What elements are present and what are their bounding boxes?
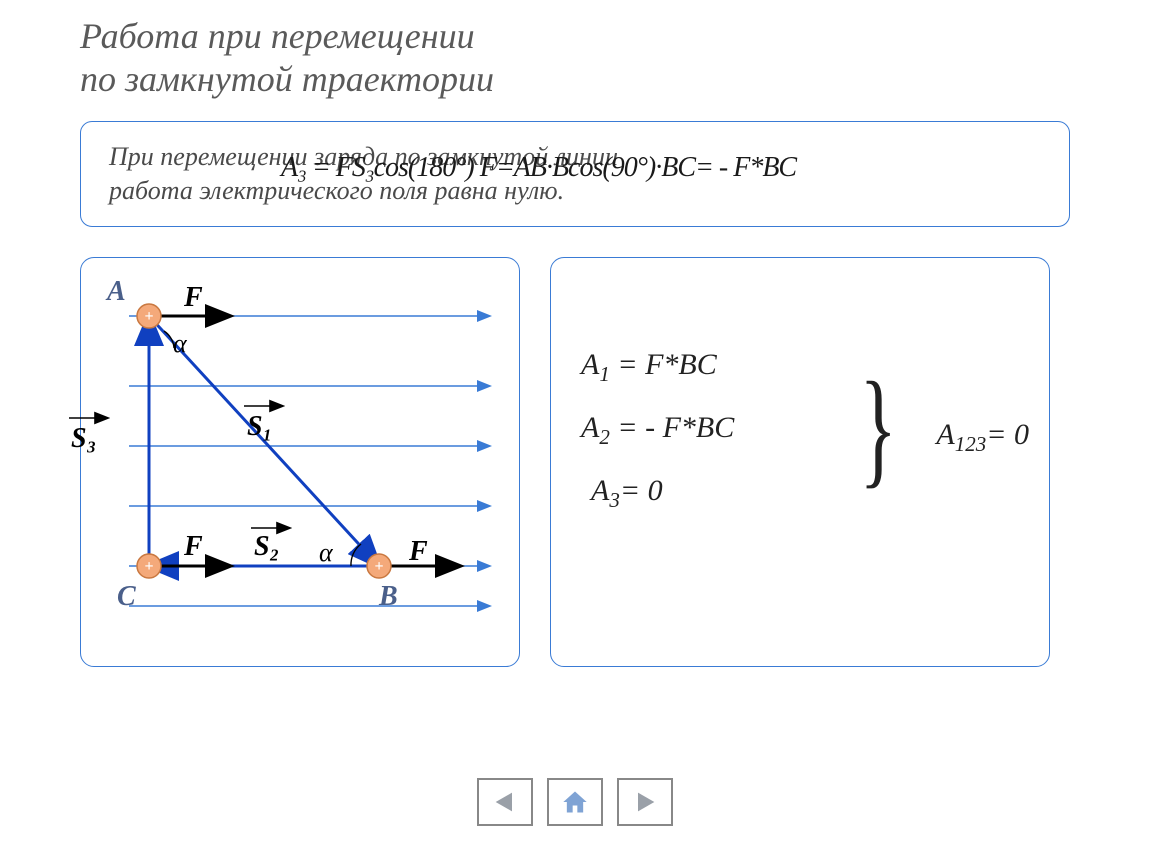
brace-icon: } xyxy=(859,353,896,503)
eq-result: A123= 0 xyxy=(936,418,1029,457)
page-title: Работа при перемещении по замкнутой трае… xyxy=(80,15,1070,101)
title-line1: Работа при перемещении xyxy=(80,15,1070,58)
label-fc: F xyxy=(184,531,203,563)
node-b: + xyxy=(367,554,391,578)
label-s3: S₃ xyxy=(71,423,96,455)
svg-text:+: + xyxy=(374,558,383,575)
field-lines xyxy=(129,316,489,606)
svg-text:+: + xyxy=(144,558,153,575)
eq3: A3= 0 xyxy=(591,474,1019,513)
svg-text:+: + xyxy=(144,308,153,325)
diagram-panel: + + + A B C S₁ S₂ S₃ F F F xyxy=(80,257,520,667)
title-line2: по замкнутой траектории xyxy=(80,58,1070,101)
panels-container: + + + A B C S₁ S₂ S₃ F F F xyxy=(80,257,1070,667)
equations-panel: A1 = F*BC A2 = - F*BC A3= 0 } A123= 0 xyxy=(550,257,1050,667)
next-button[interactable] xyxy=(617,778,673,826)
label-s2: S₂ xyxy=(254,531,279,563)
node-c: + xyxy=(137,554,161,578)
alpha-arc-b xyxy=(351,544,361,566)
node-a: + xyxy=(137,304,161,328)
label-a: A xyxy=(107,276,126,308)
label-b: B xyxy=(379,581,398,613)
triangle-left-icon xyxy=(491,788,519,816)
physics-diagram: + + + A B C S₁ S₂ S₃ F F F xyxy=(99,276,501,648)
home-button[interactable] xyxy=(547,778,603,826)
navigation xyxy=(477,778,673,826)
formula-box: При перемещении заряда по замкнутой лини… xyxy=(80,121,1070,227)
label-alpha1: α xyxy=(173,329,187,359)
formula-overlay: A₃ = FS₃cos(180°) F=AB·Bcos(90°)·BC= - F… xyxy=(281,152,796,184)
label-alpha2: α xyxy=(319,538,333,568)
label-c: C xyxy=(117,581,136,613)
label-s1: S₁ xyxy=(247,411,272,443)
label-fb: F xyxy=(409,536,428,568)
triangle-right-icon xyxy=(631,788,659,816)
eq1: A1 = F*BC xyxy=(581,348,1019,387)
home-icon xyxy=(561,788,589,816)
label-fa: F xyxy=(184,282,203,314)
prev-button[interactable] xyxy=(477,778,533,826)
